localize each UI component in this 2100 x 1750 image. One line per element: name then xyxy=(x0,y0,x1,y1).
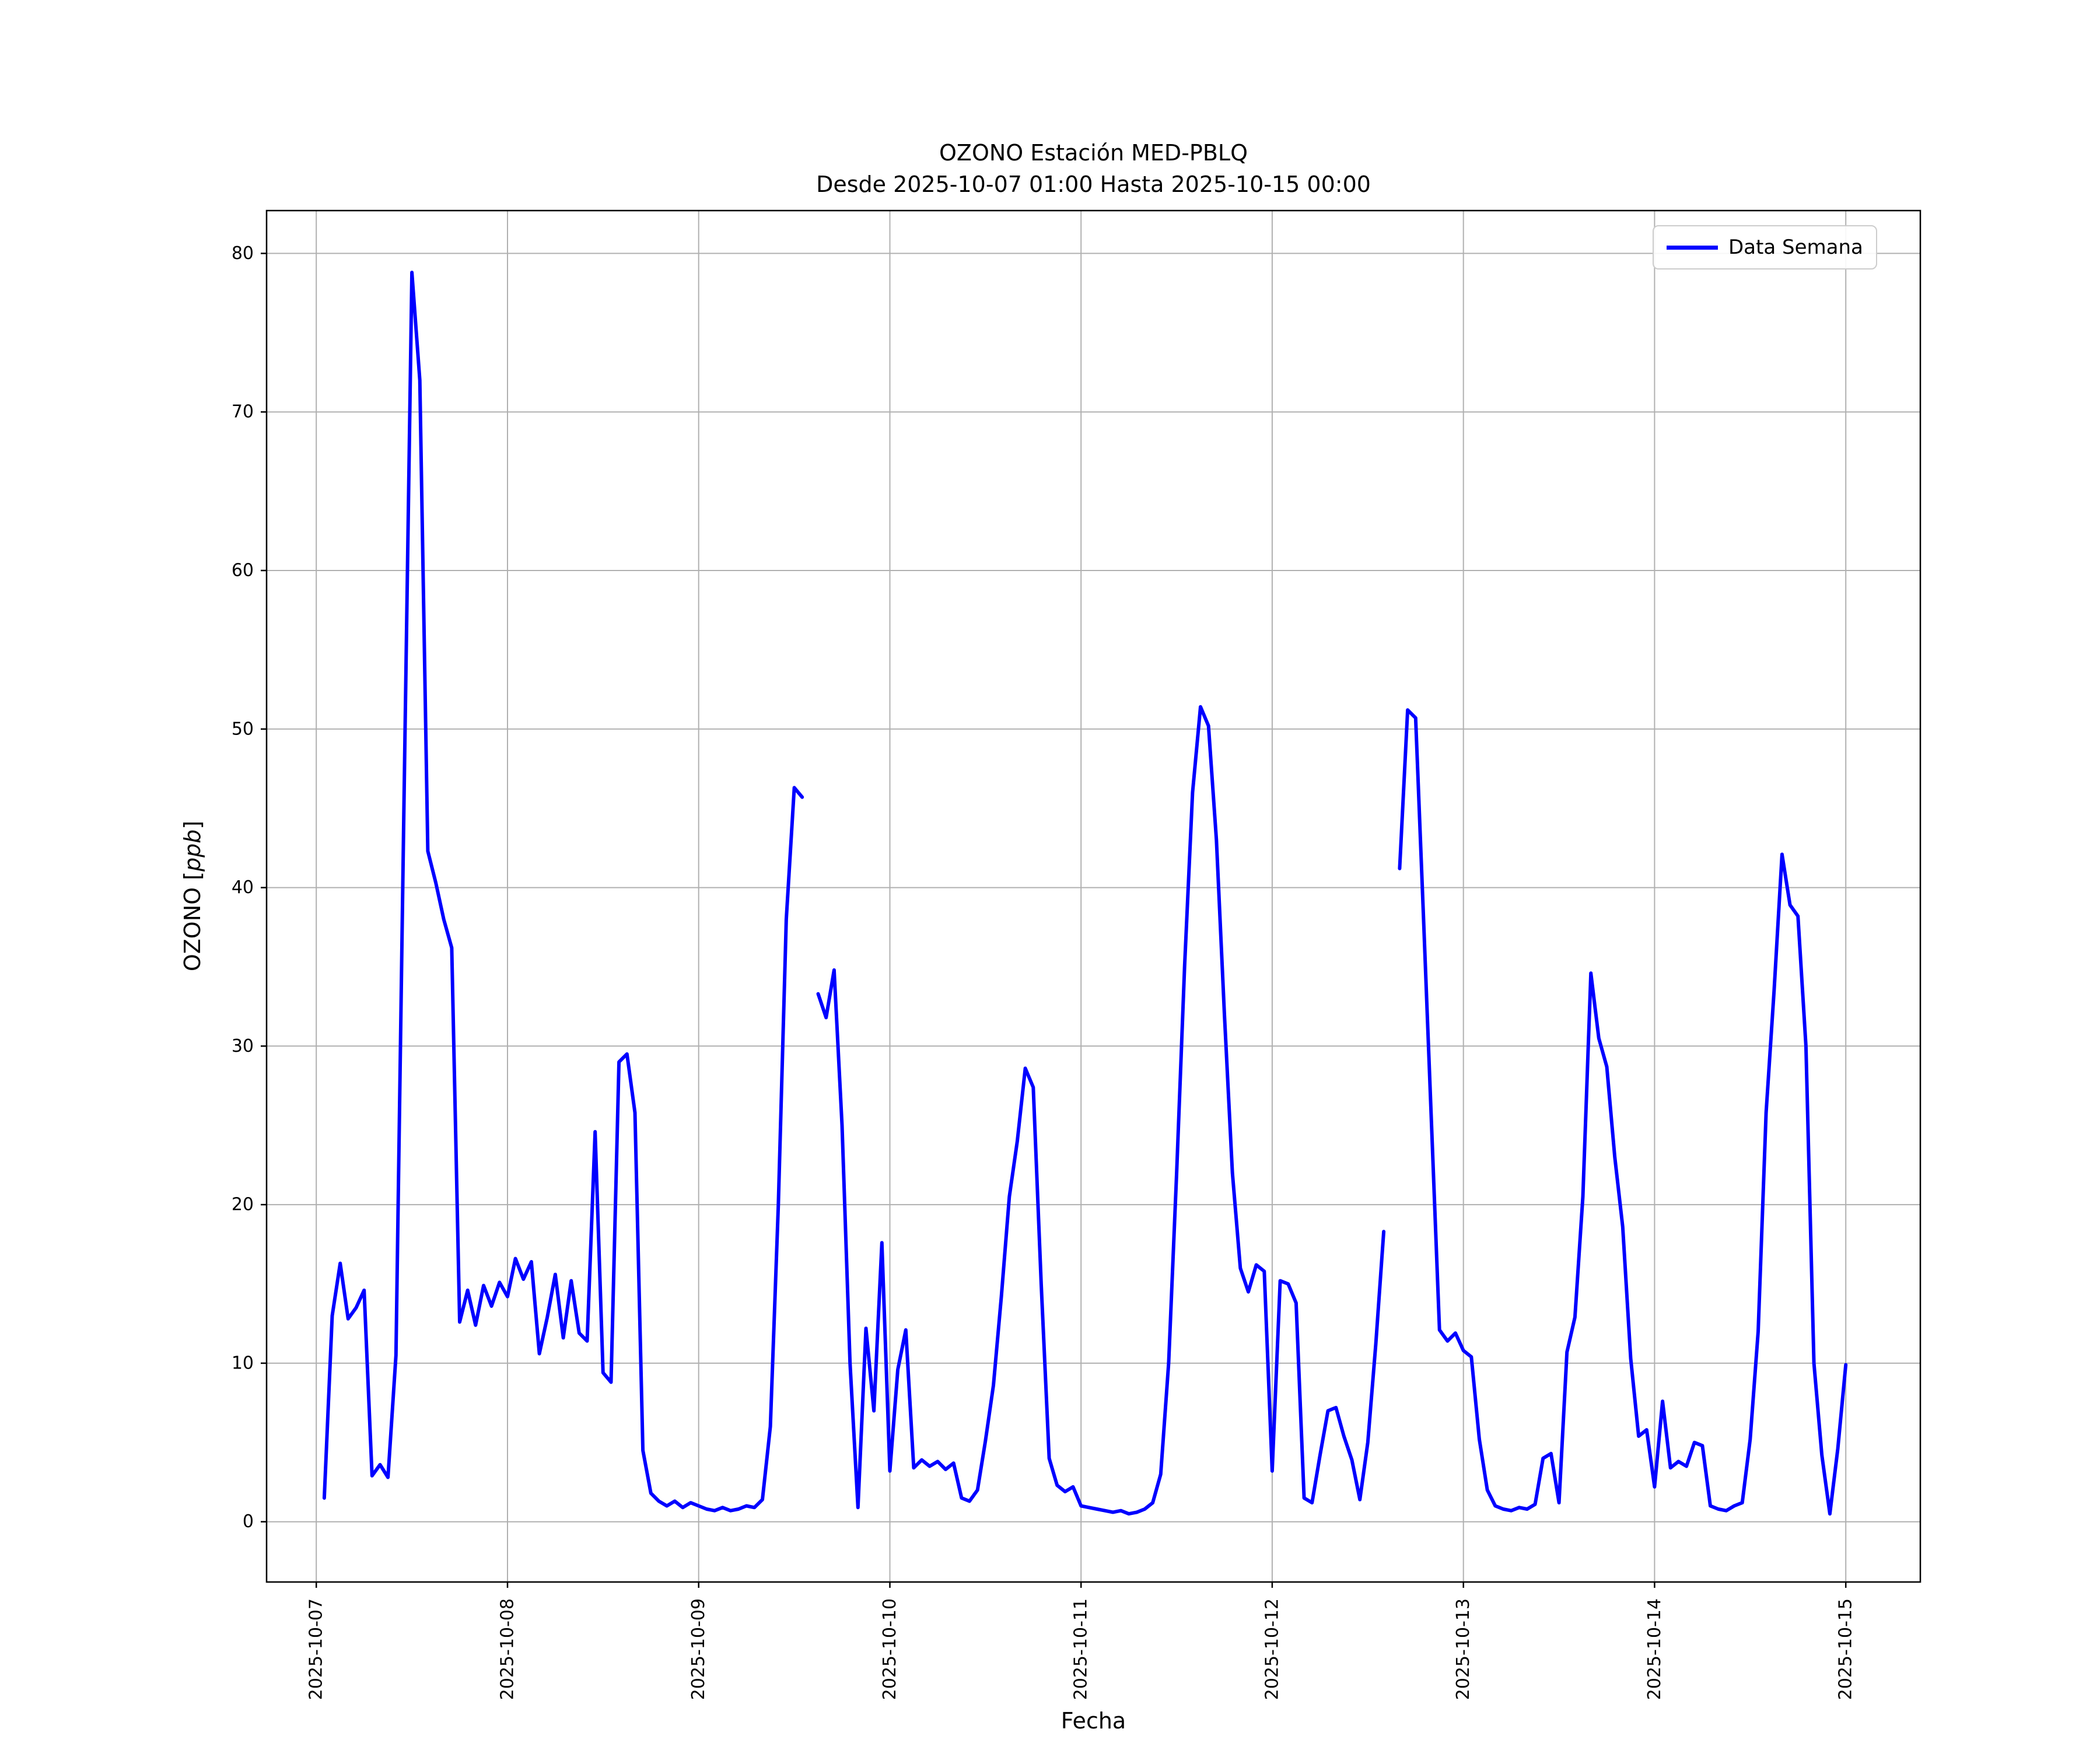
x-axis-label: Fecha xyxy=(1060,1708,1126,1734)
data-line xyxy=(322,271,1848,1516)
legend-line-sample xyxy=(1667,245,1718,250)
x-tick-label: 2025-10-10 xyxy=(880,1598,900,1700)
chart-title-line1: OZONO Estación MED-PBLQ xyxy=(939,140,1248,166)
x-tick-label: 2025-10-07 xyxy=(306,1598,327,1700)
y-tick-label: 80 xyxy=(232,243,254,264)
y-tick-label: 60 xyxy=(232,561,254,581)
legend: Data Semana xyxy=(1653,225,1877,270)
y-tick-label: 40 xyxy=(232,877,254,898)
y-tick-label: 0 xyxy=(243,1511,254,1532)
x-tick-label: 2025-10-09 xyxy=(688,1598,709,1700)
x-tick-label: 2025-10-11 xyxy=(1071,1598,1091,1700)
y-tick-label: 70 xyxy=(232,402,254,422)
x-tick-label: 2025-10-14 xyxy=(1644,1598,1665,1700)
y-tick-label: 50 xyxy=(232,719,254,739)
chart-title: OZONO Estación MED-PBLQ Desde 2025-10-07… xyxy=(267,138,1920,201)
y-tick-label: 20 xyxy=(232,1195,254,1215)
y-tick-label: 10 xyxy=(232,1353,254,1373)
x-tick-label: 2025-10-15 xyxy=(1836,1598,1856,1700)
legend-label: Data Semana xyxy=(1728,236,1863,259)
chart-title-line2: Desde 2025-10-07 01:00 Hasta 2025-10-15 … xyxy=(816,171,1371,197)
x-tick-label: 2025-10-12 xyxy=(1262,1598,1282,1700)
axes-border xyxy=(265,209,1922,1583)
x-tick-label: 2025-10-08 xyxy=(498,1598,518,1700)
y-tick-label: 30 xyxy=(232,1036,254,1056)
x-tick-label: 2025-10-13 xyxy=(1453,1598,1474,1700)
